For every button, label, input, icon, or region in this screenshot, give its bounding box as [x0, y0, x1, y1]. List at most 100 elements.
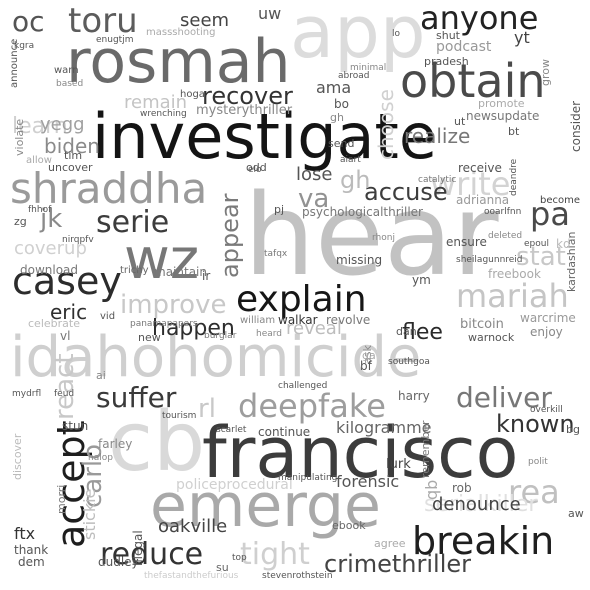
cloud-word: denounce	[432, 494, 521, 515]
cloud-word: ga	[362, 349, 376, 362]
cloud-word: idahohomicide	[10, 325, 422, 390]
cloud-word: anyone	[420, 0, 539, 37]
cloud-word: hear	[244, 171, 499, 301]
cloud-word: freebook	[488, 267, 541, 281]
cloud-word: halop	[88, 453, 113, 463]
cloud-word: remain	[124, 92, 188, 113]
cloud-word: farley	[98, 437, 133, 451]
cloud-word: elo	[248, 165, 262, 175]
cloud-word: odd	[246, 161, 267, 174]
cloud-word: nirqpfv	[62, 235, 94, 245]
cloud-word: explain	[236, 279, 367, 320]
cloud-word: deliver	[456, 381, 552, 414]
cloud-word: biden	[44, 134, 100, 158]
cloud-word: crimethriller	[324, 550, 471, 578]
cloud-word: rhonj	[372, 233, 395, 243]
cloud-word: minimal	[350, 63, 387, 73]
cloud-word: tight	[240, 537, 310, 572]
cloud-word: ftx	[14, 524, 36, 543]
cloud-word: harry	[398, 389, 430, 403]
cloud-word: bitcoin	[460, 317, 504, 332]
cloud-word: stat	[516, 242, 566, 272]
cloud-word: flee	[402, 320, 443, 345]
cloud-word: morri	[55, 484, 68, 514]
cloud-word: enugtjm	[96, 35, 134, 45]
cloud-word: mariah	[456, 277, 569, 315]
cloud-word: tim	[64, 149, 83, 162]
cloud-word: rosmah	[66, 27, 291, 97]
cloud-word: kilogramme	[336, 418, 432, 437]
cloud-word: appear	[216, 193, 244, 278]
cloud-word: deandre	[509, 158, 519, 196]
cloud-word: scarlet	[216, 425, 247, 435]
cloud-word: rl	[198, 394, 216, 424]
cloud-word: epoul	[524, 239, 549, 249]
cloud-word: bg	[566, 423, 580, 436]
cloud-word: learn	[12, 114, 68, 139]
cloud-word: gh	[340, 166, 371, 194]
cloud-word: rob	[452, 481, 472, 495]
cloud-word: overkill	[530, 405, 563, 415]
cloud-word: ooarlfnn	[484, 207, 522, 217]
cloud-word: deleted	[488, 231, 523, 241]
cloud-word: sheilagunnreid	[456, 255, 523, 265]
cloud-word: hoga	[180, 89, 205, 100]
cloud-word: realize	[404, 124, 471, 148]
cloud-word: new	[138, 331, 161, 344]
cloud-word: receive	[458, 161, 502, 175]
cloud-word: warcrime	[520, 311, 576, 325]
cloud-word: southgoa	[388, 357, 430, 367]
cloud-word: oc	[12, 5, 45, 38]
cloud-word: ai	[96, 369, 106, 382]
cloud-word: pa	[530, 195, 570, 233]
cloud-word: francisco	[202, 412, 519, 494]
cloud-word: known	[496, 410, 575, 438]
cloud-word: accuse	[364, 178, 448, 206]
cloud-word: emerge	[150, 471, 381, 541]
cloud-word: become	[540, 195, 581, 206]
cloud-word: bo	[334, 97, 349, 111]
cloud-word: vl	[60, 329, 71, 343]
cloud-word: thefastandthefurious	[144, 571, 239, 581]
cloud-word: lose	[296, 164, 333, 185]
cloud-word: walkar	[278, 313, 318, 327]
cloud-word: panamapapers	[130, 319, 198, 329]
cloud-word: bt	[508, 125, 520, 138]
cloud-word: zg	[14, 215, 27, 228]
cloud-word: uncover	[48, 161, 93, 174]
cloud-word: remember	[419, 420, 432, 478]
cloud-word: missing	[336, 253, 383, 267]
cloud-word: podcast	[436, 39, 492, 55]
cloud-word: promote	[478, 97, 525, 110]
cloud-word: aiart	[340, 155, 361, 165]
cloud-word: revolve	[326, 313, 371, 327]
cloud-word: ut	[454, 115, 466, 128]
cloud-word: wz	[124, 227, 200, 292]
cloud-word: tourism	[162, 411, 197, 421]
cloud-word: polit	[528, 457, 548, 467]
cloud-word: shraddha	[10, 164, 208, 213]
cloud-word: jk	[40, 204, 63, 234]
cloud-word: enjoy	[530, 325, 563, 339]
cloud-word: newsupdate	[466, 109, 540, 123]
cloud-word: dudley	[98, 555, 139, 569]
cloud-word: burglar	[204, 331, 237, 341]
cloud-word: grow	[539, 59, 552, 86]
cloud-word: agree	[374, 537, 406, 550]
cloud-word: kd	[556, 237, 571, 251]
cloud-word: stevenrothstein	[262, 571, 333, 581]
cloud-word: ama	[316, 78, 352, 97]
cloud-word: based	[56, 79, 84, 89]
cloud-word: wrenching	[140, 109, 187, 119]
cloud-word: qb	[422, 479, 441, 500]
cloud-word: shut	[436, 29, 460, 42]
cloud-word: ym	[412, 273, 431, 287]
cloud-word: serie	[96, 205, 170, 240]
cloud-word: toru	[68, 1, 138, 41]
cloud-word: dem	[18, 555, 45, 569]
cloud-word: catalytic	[418, 175, 457, 185]
cloud-word: mydrfl	[12, 389, 42, 399]
cloud-word: va	[298, 184, 330, 214]
cloud-word: download	[20, 263, 79, 277]
